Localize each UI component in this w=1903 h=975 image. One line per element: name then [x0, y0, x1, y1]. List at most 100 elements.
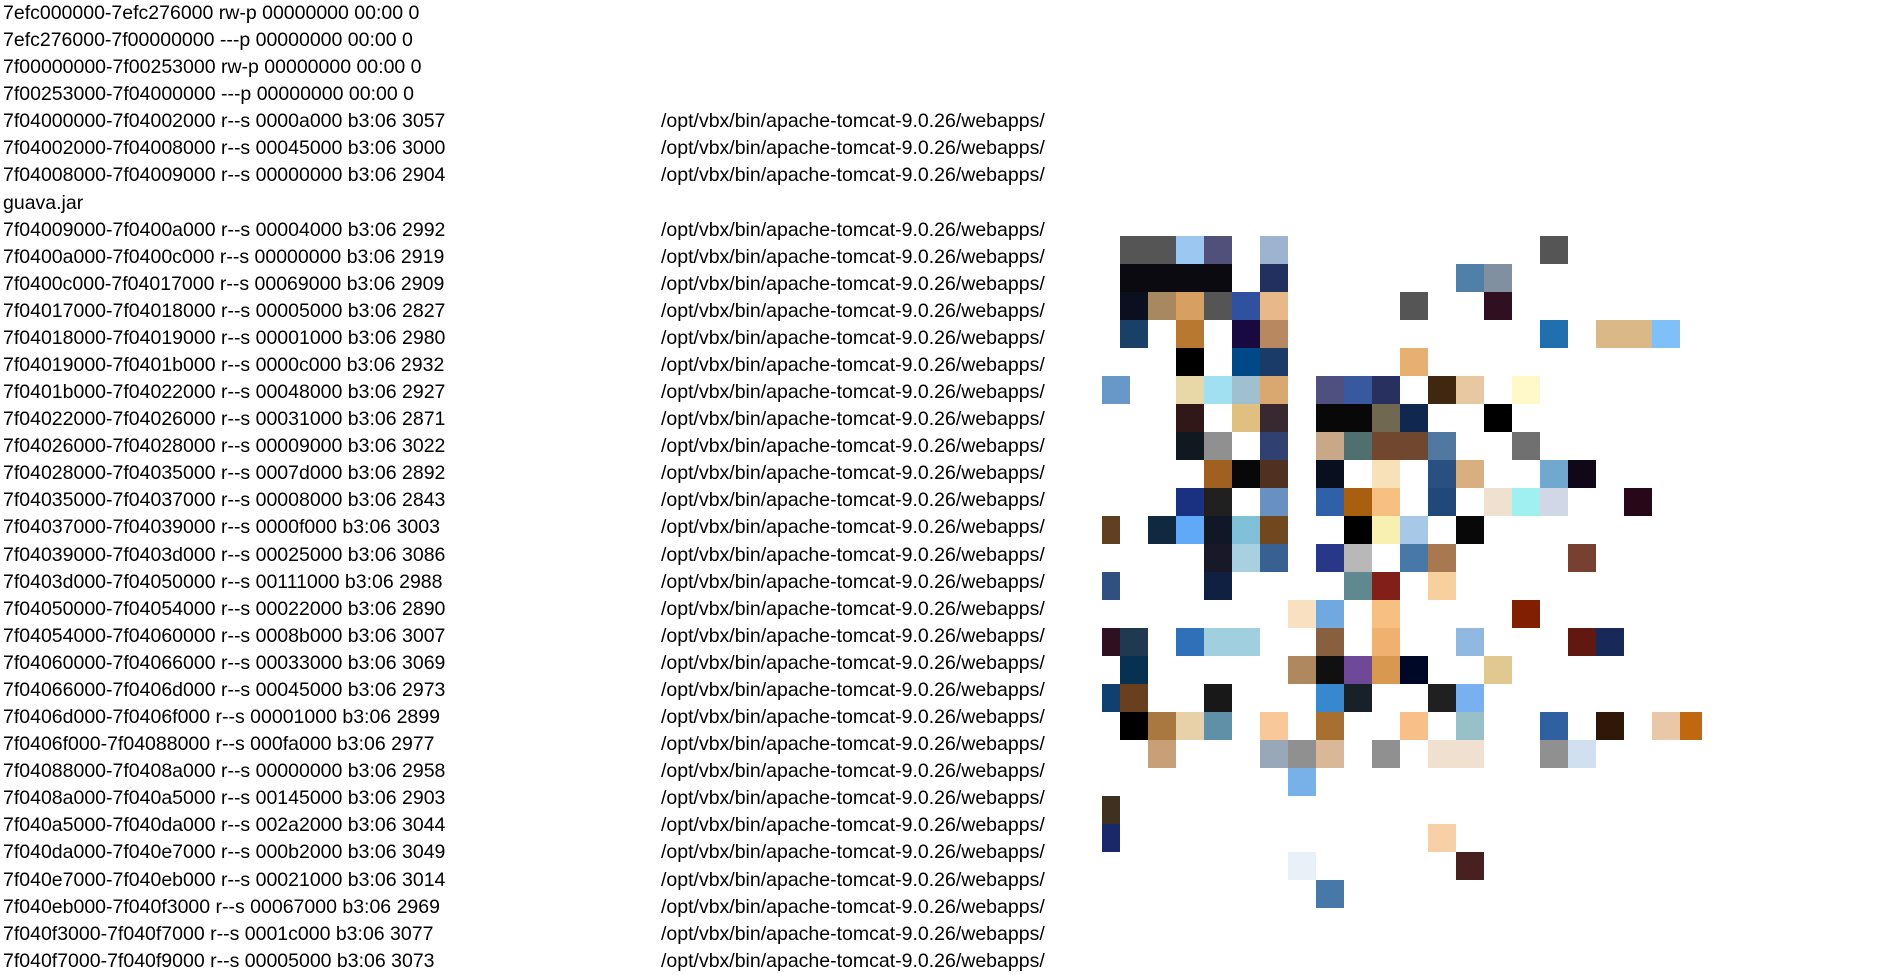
path-cell: /opt/vbx/bin/apache-tomcat-9.0.26/webapp… [661, 325, 1102, 352]
file-path: /opt/vbx/bin/apache-tomcat-9.0.26/webapp… [661, 326, 1045, 349]
map-row: 7f04002000-7f04008000 r--s 00045000 b3:0… [0, 135, 1903, 162]
path-cell: /opt/vbx/bin/apache-tomcat-9.0.26/webapp… [661, 921, 1102, 948]
path-cell: /opt/vbx/bin/apache-tomcat-9.0.26/webapp… [661, 894, 1102, 921]
address-range: 7f04000000-7f04002000 r--s 0000a000 b3:0… [3, 110, 446, 133]
address-range: 7f04019000-7f0401b000 r--s 0000c000 b3:0… [3, 354, 445, 377]
address-range: 7f0401b000-7f04022000 r--s 00048000 b3:0… [3, 381, 446, 404]
map-row: 7f04009000-7f0400a000 r--s 00004000 b3:0… [0, 217, 1903, 244]
address-range: 7f040eb000-7f040f3000 r--s 00067000 b3:0… [3, 895, 440, 918]
map-row: 7f04000000-7f04002000 r--s 0000a000 b3:0… [0, 108, 1903, 135]
map-row: 7f040a5000-7f040da000 r--s 002a2000 b3:0… [0, 812, 1903, 839]
file-path: /opt/vbx/bin/apache-tomcat-9.0.26/webapp… [661, 922, 1045, 945]
address-range: 7f04035000-7f04037000 r--s 00008000 b3:0… [3, 489, 446, 512]
file-path: /opt/vbx/bin/apache-tomcat-9.0.26/webapp… [661, 164, 1045, 187]
file-path: /opt/vbx/bin/apache-tomcat-9.0.26/webapp… [661, 706, 1045, 729]
address-range: 7f040f7000-7f040f9000 r--s 00005000 b3:0… [3, 949, 435, 972]
address-range: 7f04060000-7f04066000 r--s 00033000 b3:0… [3, 651, 446, 674]
file-path: /opt/vbx/bin/apache-tomcat-9.0.26/webapp… [661, 651, 1045, 674]
map-row: 7f0400a000-7f0400c000 r--s 00000000 b3:0… [0, 244, 1903, 271]
path-cell: /opt/vbx/bin/apache-tomcat-9.0.26/webapp… [661, 812, 1102, 839]
path-cell: /opt/vbx/bin/apache-tomcat-9.0.26/webapp… [661, 839, 1102, 866]
address-range: 7f04008000-7f04009000 r--s 00000000 b3:0… [3, 164, 446, 187]
address-range: 7f040e7000-7f040eb000 r--s 00021000 b3:0… [3, 868, 446, 891]
map-row: 7f040eb000-7f040f3000 r--s 00067000 b3:0… [0, 894, 1903, 921]
map-row: 7efc276000-7f00000000 ---p 00000000 00:0… [0, 27, 1903, 54]
file-path: /opt/vbx/bin/apache-tomcat-9.0.26/webapp… [661, 218, 1045, 241]
file-path: /opt/vbx/bin/apache-tomcat-9.0.26/webapp… [661, 245, 1045, 268]
map-row: 7f04008000-7f04009000 r--s 00000000 b3:0… [0, 162, 1903, 189]
address-range: 7f04088000-7f0408a000 r--s 00000000 b3:0… [3, 760, 446, 783]
file-path: /opt/vbx/bin/apache-tomcat-9.0.26/webapp… [661, 841, 1045, 864]
path-cell: /opt/vbx/bin/apache-tomcat-9.0.26/webapp… [661, 487, 1102, 514]
file-path: /opt/vbx/bin/apache-tomcat-9.0.26/webapp… [661, 624, 1045, 647]
address-range: 7f040da000-7f040e7000 r--s 000b2000 b3:0… [3, 841, 446, 864]
path-cell: /opt/vbx/bin/apache-tomcat-9.0.26/webapp… [661, 867, 1102, 894]
file-path: /opt/vbx/bin/apache-tomcat-9.0.26/webapp… [661, 570, 1045, 593]
path-cell: /opt/vbx/bin/apache-tomcat-9.0.26/webapp… [661, 352, 1102, 379]
map-row: 7f0408a000-7f040a5000 r--s 00145000 b3:0… [0, 785, 1903, 812]
address-range: 7f0400a000-7f0400c000 r--s 00000000 b3:0… [3, 245, 445, 268]
file-path: /opt/vbx/bin/apache-tomcat-9.0.26/webapp… [661, 760, 1045, 783]
map-row: 7f0403d000-7f04050000 r--s 00111000 b3:0… [0, 569, 1903, 596]
path-cell: /opt/vbx/bin/apache-tomcat-9.0.26/webapp… [661, 623, 1102, 650]
map-row: 7f00000000-7f00253000 rw-p 00000000 00:0… [0, 54, 1903, 81]
map-row: 7f04037000-7f04039000 r--s 0000f000 b3:0… [0, 514, 1903, 541]
path-cell: /opt/vbx/bin/apache-tomcat-9.0.26/webapp… [661, 460, 1102, 487]
address-range: 7f04022000-7f04026000 r--s 00031000 b3:0… [3, 408, 446, 431]
path-cell: /opt/vbx/bin/apache-tomcat-9.0.26/webapp… [661, 244, 1102, 271]
path-cell: /opt/vbx/bin/apache-tomcat-9.0.26/webapp… [661, 514, 1102, 541]
address-range: 7f0403d000-7f04050000 r--s 00111000 b3:0… [3, 570, 443, 593]
path-cell: /opt/vbx/bin/apache-tomcat-9.0.26/webapp… [661, 731, 1102, 758]
map-row: 7f040f7000-7f040f9000 r--s 00005000 b3:0… [0, 948, 1903, 975]
file-path: /opt/vbx/bin/apache-tomcat-9.0.26/webapp… [661, 299, 1045, 322]
map-row: 7efc000000-7efc276000 rw-p 00000000 00:0… [0, 0, 1903, 27]
file-path: /opt/vbx/bin/apache-tomcat-9.0.26/webapp… [661, 381, 1045, 404]
address-range: 7f04050000-7f04054000 r--s 00022000 b3:0… [3, 597, 446, 620]
path-cell: /opt/vbx/bin/apache-tomcat-9.0.26/webapp… [661, 379, 1102, 406]
map-row: 7f040f3000-7f040f7000 r--s 0001c000 b3:0… [0, 921, 1903, 948]
pixelated-redaction [1102, 236, 1702, 908]
file-path: /opt/vbx/bin/apache-tomcat-9.0.26/webapp… [661, 489, 1045, 512]
path-cell: /opt/vbx/bin/apache-tomcat-9.0.26/webapp… [661, 596, 1102, 623]
map-row: guava.jar [0, 190, 1903, 217]
path-cell: /opt/vbx/bin/apache-tomcat-9.0.26/webapp… [661, 785, 1102, 812]
address-range: guava.jar [3, 191, 84, 214]
address-range: 7f0406f000-7f04088000 r--s 000fa000 b3:0… [3, 733, 435, 756]
map-row: 7f0406d000-7f0406f000 r--s 00001000 b3:0… [0, 704, 1903, 731]
path-cell: /opt/vbx/bin/apache-tomcat-9.0.26/webapp… [661, 758, 1102, 785]
address-range: 7f0406d000-7f0406f000 r--s 00001000 b3:0… [3, 706, 440, 729]
map-row: 7f040e7000-7f040eb000 r--s 00021000 b3:0… [0, 867, 1903, 894]
address-range: 7f00000000-7f00253000 rw-p 00000000 00:0… [3, 56, 422, 79]
file-path: /opt/vbx/bin/apache-tomcat-9.0.26/webapp… [661, 787, 1045, 810]
map-row: 7f04060000-7f04066000 r--s 00033000 b3:0… [0, 650, 1903, 677]
map-row: 7f040da000-7f040e7000 r--s 000b2000 b3:0… [0, 839, 1903, 866]
map-row: 7f04066000-7f0406d000 r--s 00045000 b3:0… [0, 677, 1903, 704]
map-row: 7f0401b000-7f04022000 r--s 00048000 b3:0… [0, 379, 1903, 406]
file-path: /opt/vbx/bin/apache-tomcat-9.0.26/webapp… [661, 895, 1045, 918]
file-path: /opt/vbx/bin/apache-tomcat-9.0.26/webapp… [661, 678, 1045, 701]
path-cell: /opt/vbx/bin/apache-tomcat-9.0.26/webapp… [661, 217, 1102, 244]
map-row: 7f04039000-7f0403d000 r--s 00025000 b3:0… [0, 542, 1903, 569]
file-path: /opt/vbx/bin/apache-tomcat-9.0.26/webapp… [661, 137, 1045, 160]
address-range: 7f04054000-7f04060000 r--s 0008b000 b3:0… [3, 624, 446, 647]
address-range: 7f04066000-7f0406d000 r--s 00045000 b3:0… [3, 678, 446, 701]
map-row: 7f04022000-7f04026000 r--s 00031000 b3:0… [0, 406, 1903, 433]
path-cell: /opt/vbx/bin/apache-tomcat-9.0.26/webapp… [661, 406, 1102, 433]
map-row: 7f04054000-7f04060000 r--s 0008b000 b3:0… [0, 623, 1903, 650]
file-path: /opt/vbx/bin/apache-tomcat-9.0.26/webapp… [661, 354, 1045, 377]
address-range: 7f040a5000-7f040da000 r--s 002a2000 b3:0… [3, 814, 446, 837]
path-cell: /opt/vbx/bin/apache-tomcat-9.0.26/webapp… [661, 704, 1102, 731]
file-path: /opt/vbx/bin/apache-tomcat-9.0.26/webapp… [661, 814, 1045, 837]
map-row: 7f04088000-7f0408a000 r--s 00000000 b3:0… [0, 758, 1903, 785]
file-path: /opt/vbx/bin/apache-tomcat-9.0.26/webapp… [661, 272, 1045, 295]
path-cell: /opt/vbx/bin/apache-tomcat-9.0.26/webapp… [661, 162, 1102, 189]
address-range: 7f04039000-7f0403d000 r--s 00025000 b3:0… [3, 543, 446, 566]
file-path: /opt/vbx/bin/apache-tomcat-9.0.26/webapp… [661, 949, 1045, 972]
path-cell: /opt/vbx/bin/apache-tomcat-9.0.26/webapp… [661, 271, 1102, 298]
map-row: 7f04050000-7f04054000 r--s 00022000 b3:0… [0, 596, 1903, 623]
address-range: 7f04026000-7f04028000 r--s 00009000 b3:0… [3, 435, 446, 458]
address-range: 7f04018000-7f04019000 r--s 00001000 b3:0… [3, 326, 446, 349]
path-cell: /opt/vbx/bin/apache-tomcat-9.0.26/webapp… [661, 298, 1102, 325]
file-path: /opt/vbx/bin/apache-tomcat-9.0.26/webapp… [661, 408, 1045, 431]
